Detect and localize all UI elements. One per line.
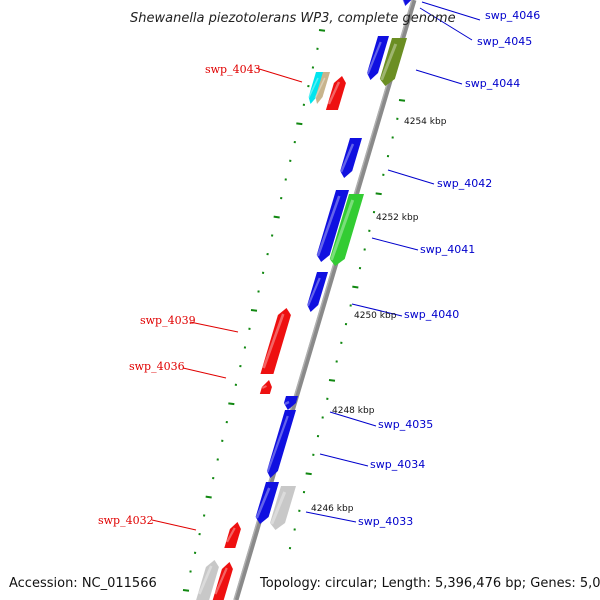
leader-line: [415, 69, 463, 85]
gene-swp_4033b: [255, 482, 279, 524]
genome-summary-text: Topology: circular; Length: 5,396,476 bp…: [259, 576, 600, 591]
gene-label-swp_4034[interactable]: swp_4034: [370, 458, 425, 471]
gene-swp_4033: [270, 486, 296, 530]
tick-dot: [273, 215, 280, 219]
gene-swp_4033-shine: [270, 491, 287, 525]
gene-swp_4043-shine: [327, 81, 341, 105]
gene-swp_4042: [340, 138, 362, 178]
gene-swp_4041b-shine: [316, 195, 341, 257]
gene-label-swp_4045[interactable]: swp_4045: [477, 35, 532, 48]
tick-dot: [205, 495, 212, 499]
gene-swp_4043: [325, 76, 346, 110]
genes: [196, 0, 412, 600]
gene-swp_4031-gray: [196, 560, 219, 600]
gene-swp_4033b-shine: [255, 487, 271, 519]
leader-line: [255, 67, 303, 83]
gene-swp_4034-shine: [266, 415, 289, 473]
leader-line: [151, 519, 197, 531]
gene-swp_4046: [402, 0, 412, 6]
gene-swp_4041: [329, 194, 364, 266]
gene-label-swp_4046[interactable]: swp_4046: [485, 9, 540, 22]
leader-line: [421, 1, 481, 21]
gene-swp_4043a-shine: [307, 77, 319, 99]
scale-label-4252: 4252 kbp: [376, 213, 419, 223]
accession-text: Accession: NC_011566: [9, 576, 157, 591]
gene-swp_4039: [260, 308, 291, 374]
tick-dot: [228, 402, 235, 406]
scale-label-4246: 4246 kbp: [311, 504, 354, 514]
leader-line: [419, 7, 473, 41]
genome-title: Shewanella piezotolerans WP3, complete g…: [130, 11, 456, 26]
gene-swp_4032: [224, 522, 241, 548]
gene-swp_4043b-shine: [314, 77, 326, 99]
gene-swp_4036: [259, 380, 272, 394]
leader-line: [371, 237, 419, 251]
gene-swp_4040: [307, 272, 328, 312]
gene-label-swp_4039[interactable]: swp_4039: [140, 314, 196, 327]
gene-label-swp_4044[interactable]: swp_4044: [465, 77, 520, 90]
scale-label-4248: 4248 kbp: [332, 406, 375, 416]
gene-label-swp_4033[interactable]: swp_4033: [358, 515, 413, 528]
gene-swp_4042-shine: [340, 143, 355, 173]
gene-label-swp_4042[interactable]: swp_4042: [437, 177, 492, 190]
label-leaders: [151, 1, 481, 531]
gene-swp_4031-gray-shine: [198, 565, 213, 595]
tick-dot: [296, 122, 303, 126]
gene-swp_4044-shine: [380, 43, 398, 81]
gene-swp_4035: [283, 396, 298, 410]
leader-line: [329, 411, 377, 427]
gene-label-swp_4041[interactable]: swp_4041: [420, 243, 475, 256]
gene-swp_4034: [266, 410, 296, 478]
gene-label-swp_4036[interactable]: swp_4036: [129, 360, 185, 373]
leader-line: [182, 367, 227, 379]
tick-dot: [318, 29, 326, 32]
scale-label-4250: 4250 kbp: [354, 311, 397, 321]
gene-label-swp_4032[interactable]: swp_4032: [98, 514, 154, 527]
gene-swp_4046-shine: [401, 0, 406, 7]
gene-swp_4031: [212, 562, 233, 600]
gene-label-swp_4040[interactable]: swp_4040: [404, 308, 459, 321]
gene-label-swp_4043[interactable]: swp_4043: [205, 63, 261, 76]
gene-swp_4036-shine: [261, 385, 267, 389]
tick-dot: [305, 472, 312, 476]
gene-swp_4035-shine: [284, 400, 290, 406]
tick-dot: [328, 379, 336, 382]
gene-swp_4043b: [315, 72, 330, 104]
gene-swp_4039-shine: [262, 313, 285, 369]
gene-swp_4032-shine: [226, 527, 236, 543]
leader-line: [305, 511, 357, 523]
leader-line: [351, 303, 403, 317]
gene-swp_4043a: [308, 72, 324, 104]
tick-dot: [182, 589, 190, 592]
leader-line: [387, 169, 435, 185]
tick-dot: [398, 99, 406, 102]
gene-swp_4041-shine: [329, 199, 355, 261]
tick-dots: [182, 29, 406, 592]
leader-line: [189, 321, 239, 333]
gene-swp_4041b: [316, 190, 349, 262]
gene-swp_4044: [379, 38, 407, 86]
leader-line: [319, 453, 369, 467]
tick-dot: [250, 309, 258, 312]
tick-dot: [375, 192, 382, 196]
gene-swp_4045: [367, 36, 389, 80]
gene-label-swp_4035[interactable]: swp_4035: [378, 418, 433, 431]
gene-swp_4031-shine: [214, 567, 228, 595]
tick-dot: [352, 285, 359, 289]
scale-label-4254: 4254 kbp: [404, 117, 447, 127]
gene-swp_4040-shine: [306, 277, 321, 307]
gene-swp_4045-shine: [366, 41, 382, 75]
